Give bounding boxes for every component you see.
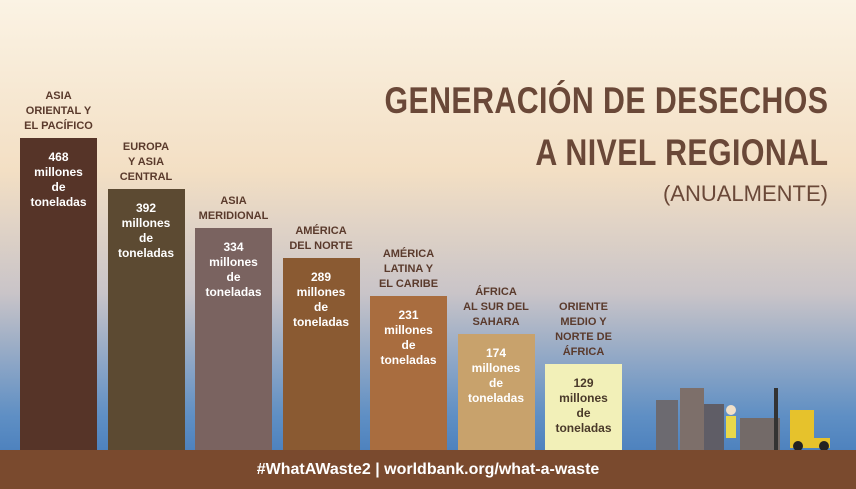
value-label: 231 [369, 308, 449, 323]
value-unit: millones de toneladas [19, 165, 99, 210]
footer: #WhatAWaste2 | worldbank.org/what-a-wast… [0, 450, 856, 489]
chart-title: A NIVEL REGIONAL [535, 132, 828, 174]
value-label: 334 [194, 240, 274, 255]
value-unit: millones de toneladas [544, 391, 624, 436]
illustration [640, 370, 856, 450]
value-label: 289 [281, 270, 361, 285]
value-label: 392 [106, 201, 186, 216]
value-unit: millones de toneladas [369, 323, 449, 368]
infographic: GENERACIÓN DE DESECHOS A NIVEL REGIONAL … [0, 0, 856, 489]
value-label: 174 [456, 346, 536, 361]
value-label: 468 [19, 150, 99, 165]
value-label: 129 [544, 376, 624, 391]
category-label: ASIA MERIDIONAL [184, 194, 284, 224]
category-label: AMÉRICA LATINA Y EL CARIBE [359, 247, 459, 292]
category-label: AMÉRICA DEL NORTE [271, 224, 371, 254]
category-label: ÁFRICA AL SUR DEL SAHARA [446, 285, 546, 330]
chart-title: GENERACIÓN DE DESECHOS [384, 80, 828, 122]
value-unit: millones de toneladas [194, 255, 274, 300]
value-unit: millones de toneladas [281, 285, 361, 330]
chart-subtitle: (ANUALMENTE) [663, 181, 828, 207]
category-label: ORIENTE MEDIO Y NORTE DE ÁFRICA [534, 300, 634, 360]
value-unit: millones de toneladas [456, 361, 536, 406]
value-unit: millones de toneladas [106, 216, 186, 261]
category-label: EUROPA Y ASIA CENTRAL [96, 140, 196, 185]
category-label: ASIA ORIENTAL Y EL PACÍFICO [9, 89, 109, 134]
